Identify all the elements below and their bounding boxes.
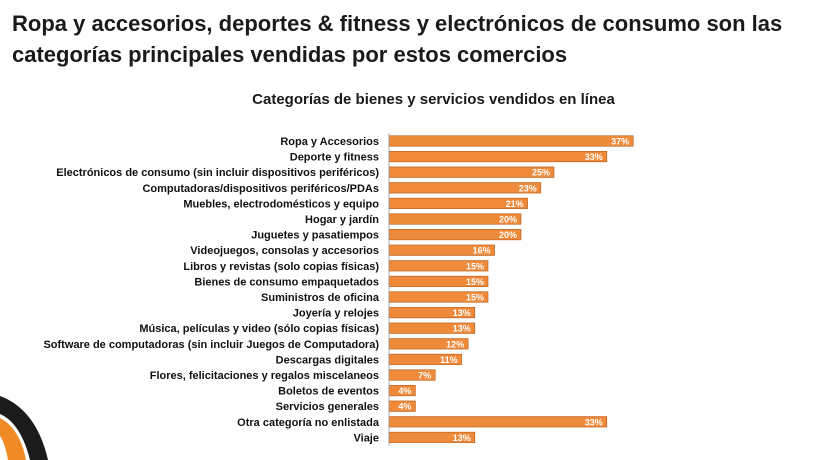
bar	[388, 416, 608, 428]
decoration-dark-arc	[0, 396, 48, 460]
category-label: Computadoras/dispositivos periféricos/PD…	[142, 183, 379, 195]
category-label: Muebles, electrodomésticos y equipo	[183, 198, 379, 210]
category-label: Electrónicos de consumo (sin incluir dis…	[56, 167, 379, 179]
bar	[388, 151, 608, 163]
category-label: Software de computadoras (sin incluir Ju…	[43, 339, 379, 351]
value-label: 7%	[418, 371, 431, 381]
value-label: 15%	[466, 277, 484, 287]
slide-headline: Ropa y accesorios, deportes & fitness y …	[12, 11, 783, 67]
category-label: Música, películas y video (sólo copias f…	[139, 323, 379, 335]
chart-title: Categorías de bienes y servicios vendido…	[252, 91, 615, 108]
value-label: 20%	[499, 215, 517, 225]
category-label: Videojuegos, consolas y accesorios	[190, 245, 379, 257]
category-label: Suministros de oficina	[261, 292, 380, 304]
decoration-accent-arc	[0, 418, 26, 460]
value-label: 15%	[466, 293, 484, 303]
value-label: 15%	[466, 261, 484, 271]
category-label: Descargas digitales	[276, 354, 379, 366]
value-label: 13%	[453, 433, 471, 443]
category-label: Servicios generales	[276, 401, 379, 413]
value-label: 33%	[585, 152, 603, 162]
category-label: Otra categoría no enlistada	[237, 417, 380, 429]
value-label: 13%	[453, 324, 471, 334]
value-label: 23%	[519, 183, 537, 193]
category-label: Deporte y fitness	[290, 152, 379, 164]
value-label: 12%	[446, 339, 464, 349]
value-label: 21%	[506, 199, 524, 209]
value-label: 11%	[440, 355, 458, 365]
bar	[388, 166, 555, 178]
value-label: 13%	[453, 308, 471, 318]
value-label: 25%	[532, 168, 550, 178]
category-label: Boletos de eventos	[278, 386, 379, 398]
category-label: Ropa y Accesorios	[280, 136, 379, 148]
value-label: 33%	[585, 417, 603, 427]
value-label: 20%	[499, 230, 517, 240]
bar	[388, 135, 634, 147]
category-label: Libros y revistas (solo copias físicas)	[183, 261, 379, 273]
category-label: Viaje	[354, 432, 380, 444]
value-label: 37%	[611, 137, 629, 147]
value-label: 4%	[398, 386, 411, 396]
category-label: Hogar y jardín	[305, 214, 379, 226]
value-label: 4%	[398, 402, 411, 412]
category-label: Juguetes y pasatiempos	[251, 230, 379, 242]
category-label: Joyería y relojes	[293, 308, 379, 320]
corner-decoration-graphic	[0, 396, 48, 460]
value-label: 16%	[473, 246, 491, 256]
category-label: Flores, felicitaciones y regalos miscela…	[150, 370, 379, 382]
category-label: Bienes de consumo empaquetados	[194, 276, 379, 288]
